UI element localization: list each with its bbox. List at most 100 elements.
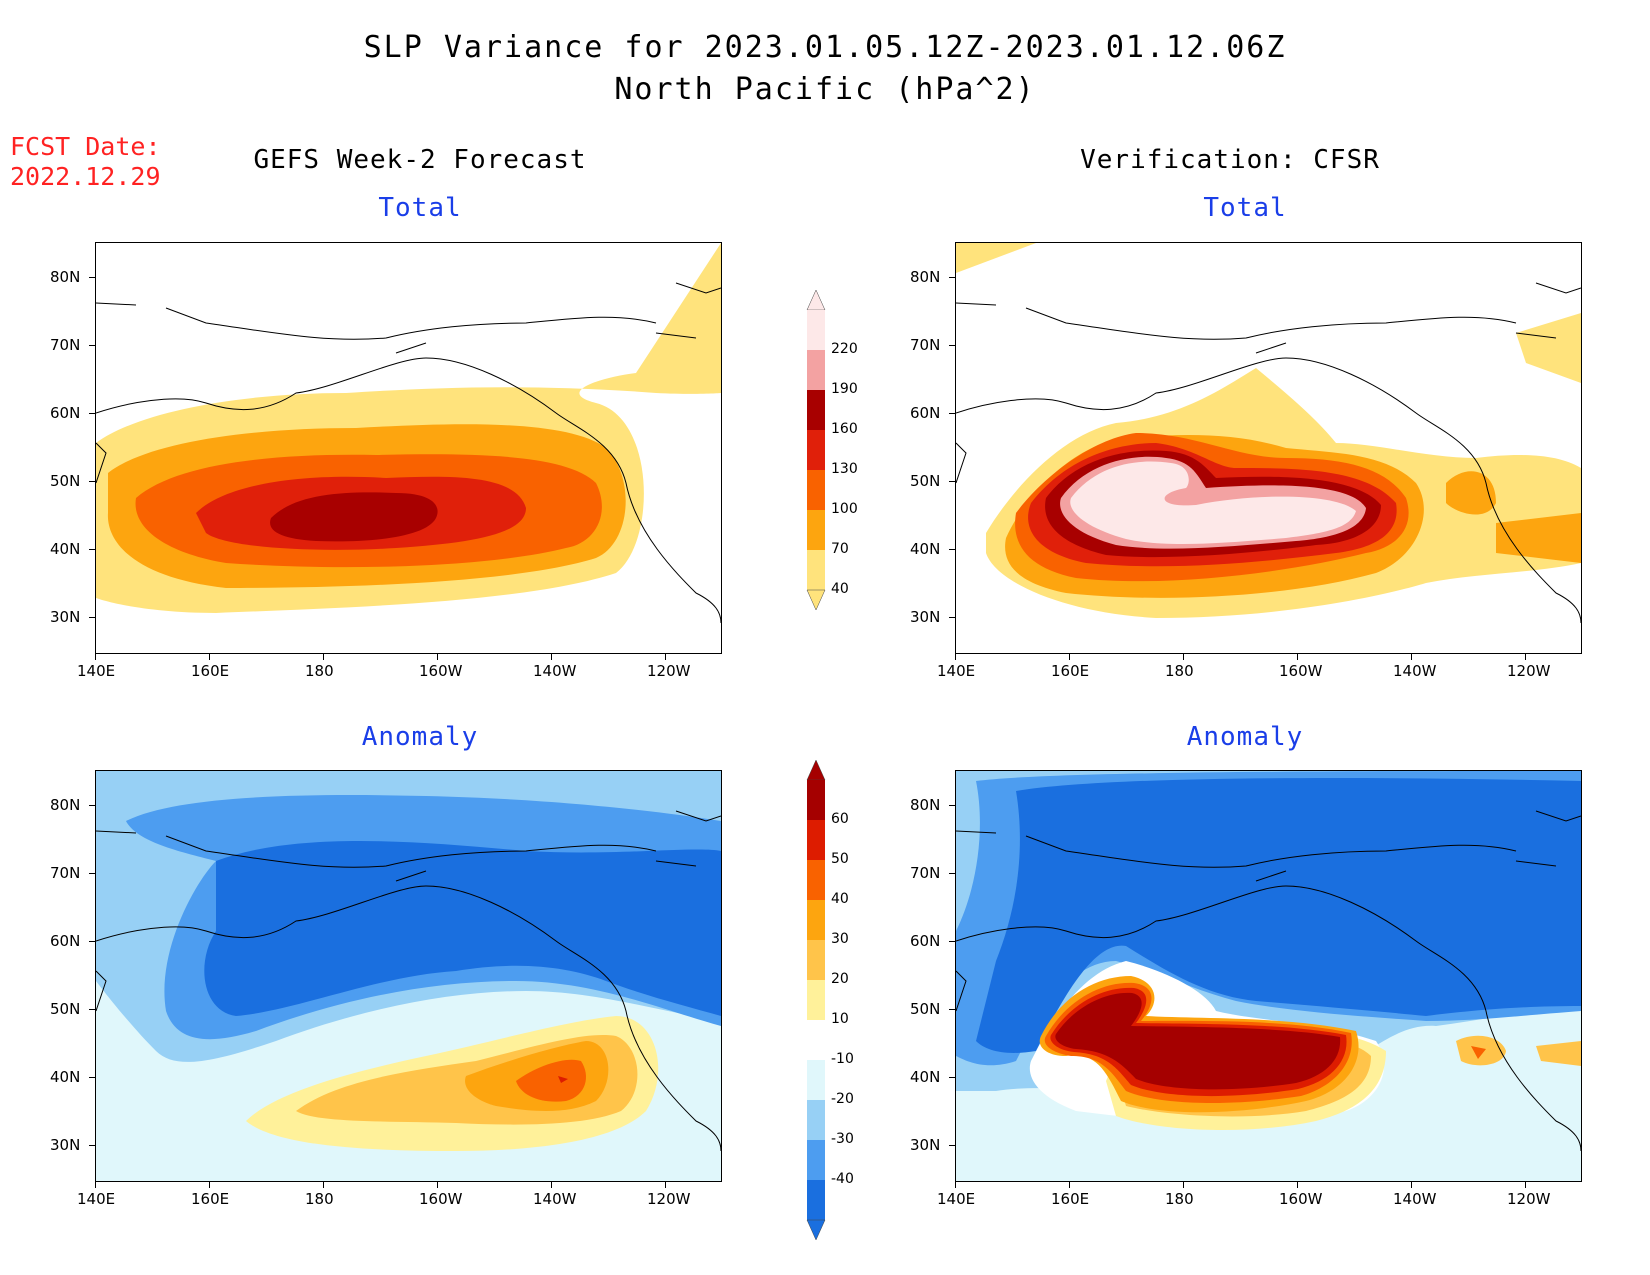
shade-40	[1516, 313, 1581, 383]
verification-total-lat-tick: 80N	[910, 268, 941, 286]
colorbar-segment	[807, 860, 825, 900]
verification-anomaly-lat-tick: 40N	[910, 1068, 941, 1086]
verification-total-lat-tick-mark	[949, 617, 955, 618]
verification-total-lon-tick-mark	[1183, 654, 1184, 660]
cbar-anom-label: -20	[831, 1091, 854, 1107]
colorbar-top-triangle	[806, 289, 826, 311]
verification-anomaly-lon-tick: 180	[1165, 1190, 1194, 1208]
verification-total-lon-tick-mark	[1069, 654, 1070, 660]
colorbar-segment	[807, 390, 825, 430]
coastline	[956, 810, 1581, 1152]
colorbar-segment	[807, 1140, 825, 1180]
forecast-anomaly-lon-tick-mark	[95, 1182, 96, 1188]
cbar-total-label: 220	[831, 341, 858, 357]
forecast-anomaly-map	[95, 770, 722, 1182]
verification-total-lat-tick-mark	[949, 549, 955, 550]
verification-anomaly-lon-tick: 160W	[1279, 1190, 1323, 1208]
verification-total-lat-tick-mark	[949, 413, 955, 414]
shade-160	[270, 492, 438, 542]
forecast-total-map	[95, 242, 722, 654]
verification-total-lon-tick: 140W	[1393, 662, 1437, 680]
colorbar-segment	[807, 1020, 825, 1060]
main-title: SLP Variance for 2023.01.05.12Z-2023.01.…	[363, 30, 1287, 65]
verification-total-lon-tick: 140E	[937, 662, 976, 680]
forecast-total-lat-tick: 40N	[50, 540, 81, 558]
cbar-total-label: 190	[831, 381, 858, 397]
verification-total-lat-tick: 70N	[910, 336, 941, 354]
forecast-anomaly-lat-tick: 60N	[50, 932, 81, 950]
colorbar-segment	[807, 900, 825, 940]
cbar-total-svg	[806, 289, 826, 611]
forecast-anomaly-lat-tick: 40N	[50, 1068, 81, 1086]
shade-60	[1055, 992, 1341, 1090]
verification-anomaly-lon-tick-mark	[1525, 1182, 1526, 1188]
forecast-anomaly-lat-tick-mark	[89, 1145, 95, 1146]
forecast-anomaly-lon-tick: 180	[305, 1190, 334, 1208]
forecast-total-lon-tick: 140W	[533, 662, 577, 680]
shade-40	[956, 243, 1036, 273]
forecast-anomaly-lon-tick: 120W	[647, 1190, 691, 1208]
forecast-column-title: GEFS Week-2 Forecast	[253, 145, 587, 175]
forecast-total-lon-tick: 120W	[647, 662, 691, 680]
verification-anomaly-lat-tick: 80N	[910, 796, 941, 814]
anomaly-colorbar: 60 50 40 30 20 10 -10 -20 -30 -40	[805, 759, 854, 1241]
cbar-anom-label: -30	[831, 1131, 854, 1147]
shade-50	[558, 1076, 568, 1083]
forecast-total-lat-tick-mark	[89, 481, 95, 482]
colorbar-segment	[807, 1060, 825, 1100]
forecast-anomaly-lon-tick-mark	[323, 1182, 324, 1188]
cbar-total-label: 40	[831, 581, 849, 597]
forecast-total-lon-tick: 160E	[191, 662, 230, 680]
colorbar-segment	[807, 470, 825, 510]
verification-total-lat-tick-mark	[949, 481, 955, 482]
cbar-anom-label: 60	[831, 811, 849, 827]
shade-220	[1070, 461, 1356, 544]
cbar-total-label: 130	[831, 461, 858, 477]
forecast-total-lat-tick: 80N	[50, 268, 81, 286]
forecast-total-lat-tick-mark	[89, 413, 95, 414]
verification-anomaly-lon-tick: 140E	[937, 1190, 976, 1208]
colorbar-bottom-triangle	[806, 1219, 826, 1241]
shade-40	[516, 1059, 586, 1102]
colorbar-segment	[807, 350, 825, 390]
verification-anomaly-lon-tick-mark	[1069, 1182, 1070, 1188]
verification-anomaly-lat-tick-mark	[949, 1009, 955, 1010]
forecast-total-lat-tick-mark	[89, 345, 95, 346]
forecast-total-lon-tick-mark	[665, 654, 666, 660]
forecast-total-lon-tick: 140E	[77, 662, 116, 680]
cbar-anom-label: 40	[831, 891, 849, 907]
colorbar-segment	[807, 550, 825, 590]
verification-total-lat-tick: 40N	[910, 540, 941, 558]
forecast-anomaly-lon-tick: 140E	[77, 1190, 116, 1208]
fcst-date-block: FCST Date: 2022.12.29	[10, 132, 161, 192]
forecast-anomaly-lon-tick: 160E	[191, 1190, 230, 1208]
forecast-anomaly-lat-tick-mark	[89, 1077, 95, 1078]
colorbar-segment	[807, 510, 825, 550]
coastline	[96, 282, 721, 624]
colorbar-bottom-triangle	[806, 589, 826, 611]
verification-anomaly-lat-tick-mark	[949, 805, 955, 806]
verification-total-lon-tick-mark	[955, 654, 956, 660]
forecast-total-lon-tick: 160W	[419, 662, 463, 680]
forecast-total-lat-tick-mark	[89, 549, 95, 550]
cbar-anom-label: 10	[831, 1011, 849, 1027]
cbar-anom-label: -10	[831, 1051, 854, 1067]
forecast-anomaly-lat-tick: 80N	[50, 796, 81, 814]
forecast-anomaly-lat-tick-mark	[89, 805, 95, 806]
forecast-anomaly-lat-tick-mark	[89, 941, 95, 942]
forecast-total-subtitle: Total	[378, 193, 462, 223]
forecast-total-lon-tick-mark	[551, 654, 552, 660]
verification-anomaly-map	[955, 770, 1582, 1182]
colorbar-top-triangle	[806, 759, 826, 781]
fcst-date-value: 2022.12.29	[10, 162, 161, 191]
shade-40	[1471, 1046, 1486, 1059]
verification-anomaly-lon-tick-mark	[1183, 1182, 1184, 1188]
main-subtitle: North Pacific (hPa^2)	[614, 72, 1036, 107]
verification-total-lon-tick: 160W	[1279, 662, 1323, 680]
verification-total-lon-tick: 180	[1165, 662, 1194, 680]
verification-total-lat-tick-mark	[949, 277, 955, 278]
colorbar-segment	[807, 780, 825, 820]
shade-20	[1456, 1035, 1581, 1066]
cbar-anom-svg	[806, 759, 826, 1241]
cbar-total-label: 100	[831, 501, 858, 517]
